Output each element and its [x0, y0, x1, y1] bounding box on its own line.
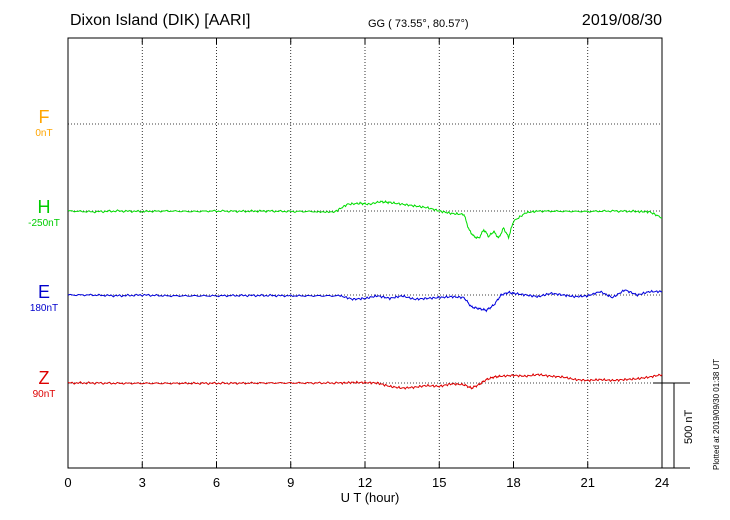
- component-f-letter: F: [38, 107, 50, 127]
- series-line-z: [67, 373, 663, 390]
- component-f-base: 0nT: [35, 128, 53, 139]
- scale-bar-label: 500 nT: [683, 409, 695, 444]
- component-z-base: 90nT: [32, 389, 56, 400]
- component-f: F 0nT: [14, 107, 74, 141]
- x-tick-label: 0: [64, 475, 71, 490]
- plotted-timestamp: Plotted at 2019/09/30 01:38 UT: [712, 358, 721, 470]
- component-z-letter: Z: [38, 368, 50, 388]
- component-e-letter: E: [37, 282, 50, 302]
- component-e-base: 180nT: [29, 303, 59, 314]
- x-tick-label: 3: [139, 475, 146, 490]
- station-title: Dixon Island (DIK) [AARI]: [70, 12, 251, 29]
- plot-frame: [67, 37, 663, 469]
- component-e: E 180nT: [14, 282, 74, 316]
- x-tick-label: 6: [213, 475, 220, 490]
- x-tick-label: 21: [581, 475, 595, 490]
- date-label: 2019/08/30: [581, 12, 662, 29]
- series-line-h: [68, 199, 663, 240]
- component-h-letter: H: [37, 197, 51, 217]
- component-h-base: -250nT: [28, 218, 60, 229]
- x-axis-ticks: 0 3 6 9 12 15 18 21 24: [64, 38, 669, 490]
- coordinates-label: GG ( 73.55°, 80.57°): [368, 18, 469, 30]
- x-tick-label: 24: [655, 475, 669, 490]
- series-line-e: [67, 289, 663, 313]
- series-group: [67, 199, 663, 390]
- component-z: Z 90nT: [14, 368, 74, 402]
- x-tick-label: 9: [287, 475, 294, 490]
- x-tick-label: 15: [432, 475, 446, 490]
- scale-bar: [653, 382, 690, 469]
- component-h: H -250nT: [14, 197, 74, 231]
- x-axis-label: U T (hour): [340, 490, 400, 505]
- x-tick-label: 18: [506, 475, 520, 490]
- x-tick-label: 12: [358, 475, 372, 490]
- grid: [68, 38, 662, 468]
